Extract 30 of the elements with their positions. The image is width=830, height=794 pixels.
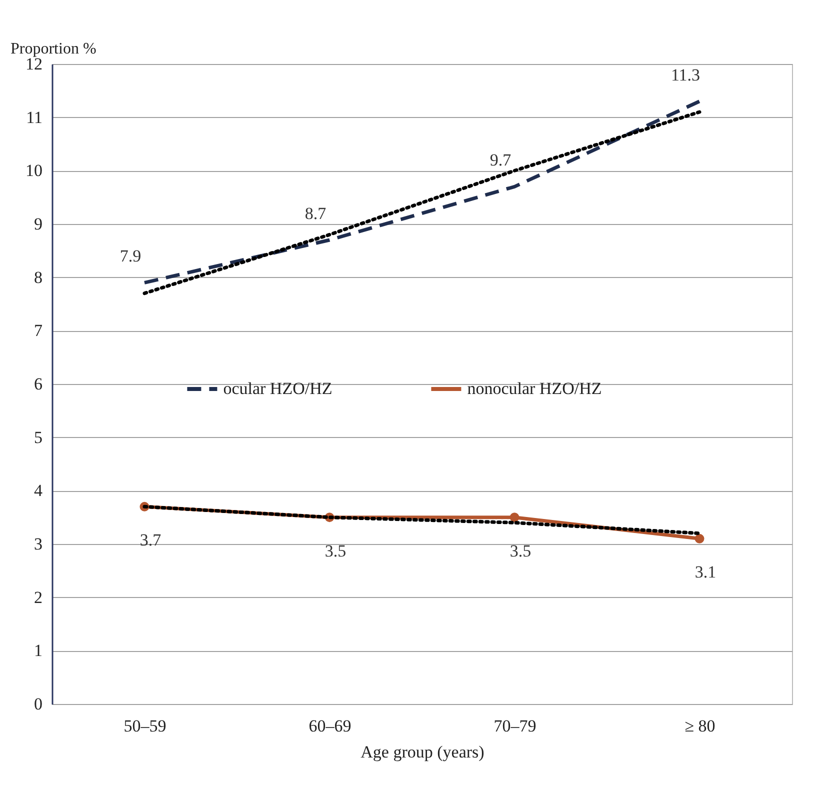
point xyxy=(510,512,520,522)
x-axis-title: Age group (years) xyxy=(360,742,484,762)
y-tick-label: 6 xyxy=(34,374,42,394)
y-tick-label: 5 xyxy=(34,428,42,447)
y-tick-label: 11 xyxy=(26,108,42,127)
y-axis-title: Proportion % xyxy=(10,40,96,58)
x-tick-label: 60–69 xyxy=(308,716,352,736)
data-label: 3.7 xyxy=(140,530,162,550)
legend-label: nonocular HZO/HZ xyxy=(467,379,602,398)
y-tick-label: 4 xyxy=(34,481,43,500)
data-label: 3.5 xyxy=(510,541,532,560)
data-label: 3.1 xyxy=(694,562,716,582)
legend-label: ocular HZO/HZ xyxy=(223,379,332,398)
y-tick-label: 1 xyxy=(34,641,42,660)
y-tick-label: 8 xyxy=(34,268,42,287)
data-label: 7.9 xyxy=(120,246,142,266)
x-tick-label: 70–79 xyxy=(494,716,536,736)
data-label: 9.7 xyxy=(490,150,512,170)
data-label: 8.7 xyxy=(304,204,327,223)
y-tick-label: 0 xyxy=(34,694,42,714)
x-tick-label: ≥ 80 xyxy=(684,716,716,736)
point xyxy=(694,534,704,544)
y-tick-label: 7 xyxy=(34,321,43,340)
y-tick-label: 10 xyxy=(26,161,42,180)
y-tick-label: 9 xyxy=(34,214,42,234)
x-tick-label: 50–59 xyxy=(124,716,166,736)
y-tick-label: 2 xyxy=(34,588,42,607)
y-tick-label: 3 xyxy=(34,534,42,554)
data-label: 11.3 xyxy=(670,65,700,84)
data-label: 3.5 xyxy=(324,541,346,560)
